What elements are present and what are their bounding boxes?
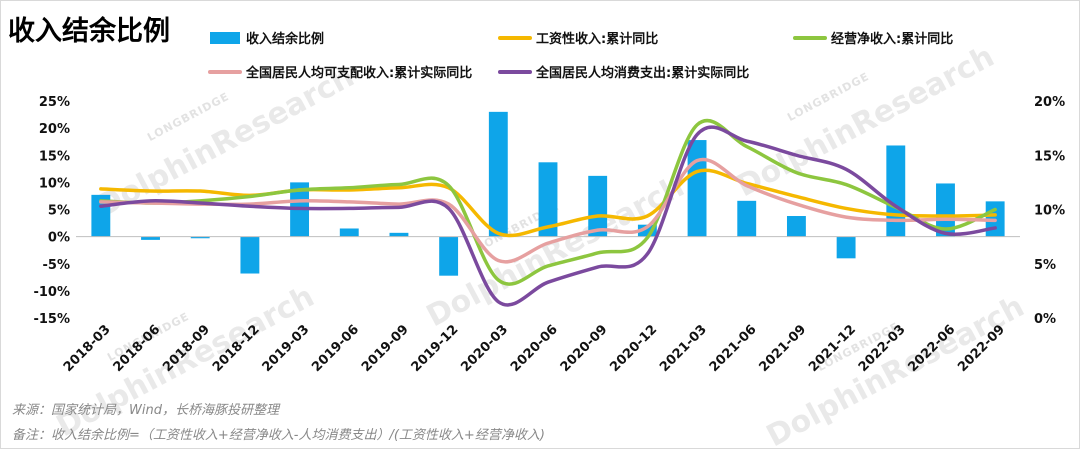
left-tick-label: -10% [33, 285, 70, 300]
bar-2019-12 [439, 236, 459, 276]
legend: 收入结余比例 工资性收入:累计同比 经营净收入:累计同比全国居民人均可支配收入:累计… [208, 31, 953, 81]
left-tick-label: 5% [48, 204, 70, 219]
bar-2019-06 [339, 228, 359, 237]
x-tick-label: 2020-03 [458, 322, 511, 375]
watermark-text: DolphinResearch [761, 289, 1030, 449]
line-series-3 [99, 157, 997, 264]
left-tick-label: 10% [39, 176, 70, 191]
right-tick-label: 0% [1034, 312, 1056, 327]
bar-2021-03 [687, 140, 707, 237]
source-note: 来源：国家统计局，Wind，长桥海豚投研整理 [12, 402, 281, 418]
bar-2018-12 [240, 236, 260, 274]
legend-label: 全国居民人均可支配收入:累计实际同比 [245, 65, 472, 81]
bar-2021-09 [786, 216, 806, 237]
line-series-4 [99, 125, 997, 307]
legend-label: 经营净收入:累计同比 [831, 31, 953, 47]
left-tick-label: -15% [33, 312, 70, 327]
left-tick-label: 0% [48, 231, 70, 246]
x-tick-label: 2019-06 [309, 322, 362, 375]
left-tick-label: 15% [39, 149, 70, 164]
x-tick-label: 2020-12 [607, 322, 660, 375]
bar-2020-12 [637, 224, 657, 237]
legend-label: 全国居民人均消费支出:累计实际同比 [535, 65, 749, 81]
left-tick-label: -5% [43, 258, 70, 273]
right-tick-label: 5% [1034, 258, 1056, 273]
bar-2020-06 [538, 162, 558, 237]
x-tick-label: 2019-09 [359, 322, 412, 375]
right-axis: 0% 5% 10% 15% 20% [1034, 95, 1065, 327]
x-tick-label: 2021-03 [657, 322, 710, 375]
bar-2019-09 [389, 232, 409, 237]
chart-title: 收入结余比例 [8, 15, 170, 47]
bar-2020-03 [488, 111, 508, 237]
x-tick-label: 2021-09 [756, 322, 809, 375]
x-tick-label: 2018-03 [61, 322, 114, 375]
bar-2021-06 [737, 200, 757, 237]
watermark-text: DolphinResearch [731, 39, 1000, 204]
legend-label: 收入结余比例 [246, 31, 324, 47]
line-series-2 [99, 118, 997, 286]
bar-2022-03 [886, 145, 906, 237]
line-series-group [99, 118, 997, 307]
x-tick-label: 2020-09 [558, 322, 611, 375]
left-tick-label: 20% [39, 122, 70, 137]
right-tick-label: 20% [1034, 95, 1065, 110]
right-tick-label: 15% [1034, 149, 1065, 164]
legend-label: 工资性收入:累计同比 [536, 31, 658, 47]
x-tick-label: 2021-06 [707, 322, 760, 375]
bar-2020-09 [588, 175, 608, 237]
watermark-layer: DolphinResearchLONGBRIDGEDolphinResearch… [51, 39, 1030, 449]
x-tick-label: 2020-06 [508, 322, 561, 375]
legend-swatch-bar [210, 32, 240, 44]
bar-2018-06 [141, 236, 160, 240]
right-tick-label: 10% [1034, 204, 1065, 219]
left-axis: -15% -10% -5% 0% 5% 10% 15% 20% 25% [33, 95, 70, 327]
bar-2021-12 [836, 236, 856, 259]
bar-2022-06 [936, 183, 955, 237]
left-tick-label: 25% [39, 95, 70, 110]
bar-2018-09 [190, 236, 210, 239]
remark-note: 备注：收入结余比例=（工资性收入+经营净收入-人均消费支出）/(工资性收入+经营… [12, 427, 545, 443]
